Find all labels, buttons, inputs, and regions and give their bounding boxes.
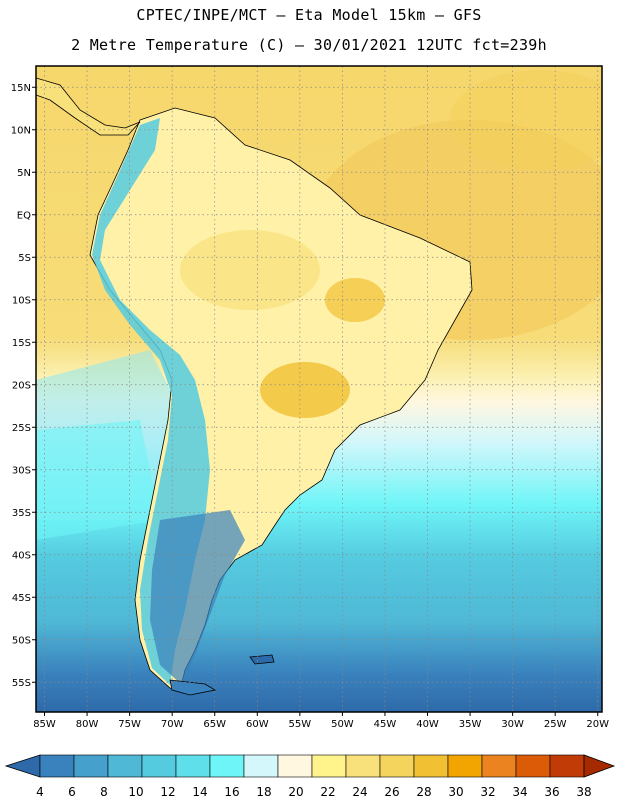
colorbar-swatch (345, 754, 381, 778)
lon-tick-label: 75W (118, 719, 141, 730)
lon-tick-label: 50W (331, 719, 354, 730)
latitude-labels: 15N 10N 5N EQ 5S 10S 15S 20S 25S 30S 35S 40S 45S 50S 5… (11, 83, 36, 689)
lat-tick-label: 15N (11, 83, 31, 94)
colorbar-label: 4 (36, 785, 44, 799)
lat-tick-label: 25S (12, 423, 31, 434)
lat-tick-label: 50S (12, 635, 31, 646)
lon-tick-label: 30W (501, 719, 524, 730)
colorbar-label: 22 (320, 785, 335, 799)
temperature-field (36, 66, 602, 712)
colorbar-swatch (107, 754, 143, 778)
lon-tick-label: 70W (161, 719, 184, 730)
map-frame (35, 65, 603, 713)
colorbar-label: 18 (256, 785, 271, 799)
colorbar-swatch (379, 754, 415, 778)
colorbar-label: 12 (160, 785, 175, 799)
colorbar-swatch (175, 754, 211, 778)
colorbar-swatch (277, 754, 313, 778)
colorbar-label: 16 (224, 785, 239, 799)
lat-tick-label: 5N (17, 168, 31, 179)
colorbar-label: 20 (288, 785, 303, 799)
lat-tick-label: 45S (12, 593, 31, 604)
lat-tick-label: 40S (12, 550, 31, 561)
temperature-colorbar: 4 6 8 10 12 14 16 18 20 22 24 26 28 30 32 34 36 38 (4, 754, 616, 799)
colorbar-swatch (243, 754, 279, 778)
lat-tick-label: EQ (17, 210, 31, 221)
colorbar-low-arrow (4, 754, 41, 778)
longitude-labels: 85W 80W 75W 70W 65W 60W 55W 50W 45W 40W 35W 30W 25W 2… (33, 712, 609, 730)
lon-tick-label: 20W (586, 719, 609, 730)
lon-tick-label: 25W (544, 719, 567, 730)
colorbar-swatch (311, 754, 347, 778)
colorbar-label: 30 (448, 785, 463, 799)
map-title-line1: CPTEC/INPE/MCT – Eta Model 15km – GFS (136, 6, 482, 24)
map-title-line2: 2 Metre Temperature (C) – 30/01/2021 12U… (71, 36, 547, 54)
lat-tick-label: 55S (12, 678, 31, 689)
colorbar-swatch (141, 754, 177, 778)
lon-tick-label: 55W (289, 719, 312, 730)
colorbar-label: 28 (416, 785, 431, 799)
colorbar-swatch (481, 754, 517, 778)
lat-tick-label: 15S (12, 338, 31, 349)
lat-tick-label: 35S (12, 508, 31, 519)
colorbar-label: 6 (68, 785, 76, 799)
colorbar-label: 14 (192, 785, 207, 799)
lon-tick-label: 85W (33, 719, 56, 730)
colorbar-swatch (73, 754, 109, 778)
colorbar-swatch (209, 754, 245, 778)
lon-tick-label: 40W (416, 719, 439, 730)
colorbar-label: 8 (100, 785, 108, 799)
colorbar-label: 36 (544, 785, 559, 799)
colorbar-high-arrow (583, 754, 616, 778)
lat-tick-label: 30S (12, 465, 31, 476)
lon-tick-label: 65W (203, 719, 226, 730)
colorbar-label: 26 (384, 785, 399, 799)
lon-tick-label: 35W (459, 719, 482, 730)
colorbar-swatch (413, 754, 449, 778)
colorbar-label: 38 (576, 785, 591, 799)
colorbar-label: 10 (128, 785, 143, 799)
colorbar-swatch (447, 754, 483, 778)
colorbar-label: 24 (352, 785, 367, 799)
lon-tick-label: 80W (76, 719, 99, 730)
lon-tick-label: 45W (374, 719, 397, 730)
lon-tick-label: 60W (246, 719, 269, 730)
colorbar-swatch (39, 754, 75, 778)
colorbar-swatch (515, 754, 551, 778)
colorbar-label: 34 (512, 785, 527, 799)
lat-tick-label: 5S (18, 253, 31, 264)
lat-tick-label: 10N (11, 125, 31, 136)
lat-tick-label: 10S (12, 295, 31, 306)
colorbar-label: 32 (480, 785, 495, 799)
lat-tick-label: 20S (12, 380, 31, 391)
colorbar-swatch (549, 754, 585, 778)
